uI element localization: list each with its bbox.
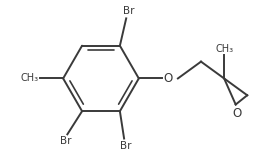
Text: Br: Br (122, 6, 134, 16)
Text: CH₃: CH₃ (215, 44, 233, 54)
Text: CH₃: CH₃ (20, 73, 38, 83)
Text: Br: Br (121, 141, 132, 151)
Text: O: O (233, 107, 242, 120)
Text: Br: Br (60, 136, 71, 146)
Text: O: O (164, 72, 173, 85)
